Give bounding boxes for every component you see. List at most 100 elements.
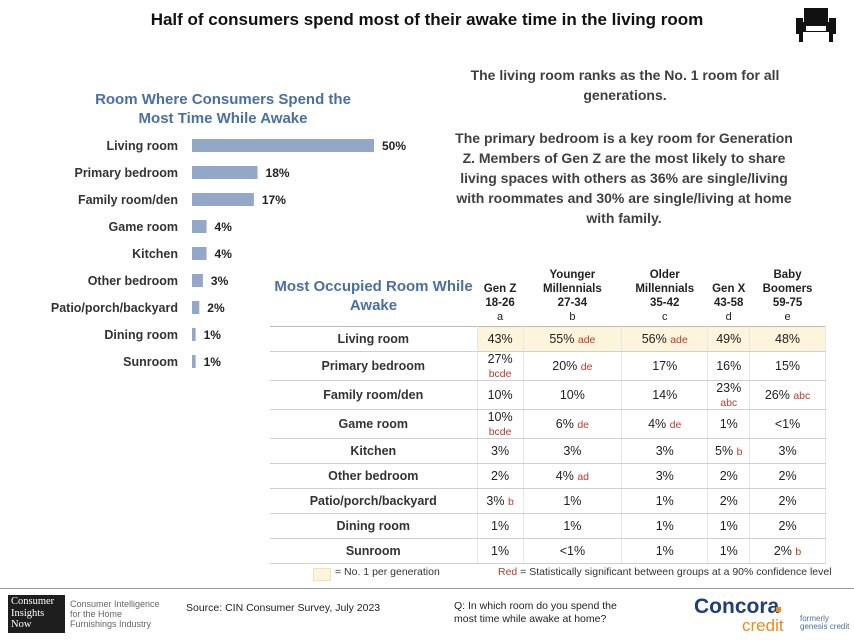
- table-cell: 1%: [621, 538, 709, 564]
- significance-letters: b: [507, 496, 514, 508]
- cell-value: 23%: [716, 381, 742, 395]
- cell-value: 1%: [719, 417, 738, 431]
- cell-value: 48%: [775, 332, 801, 346]
- row-label: Other bedroom: [270, 463, 478, 489]
- bar: [192, 355, 196, 368]
- table-cell: 3%: [621, 463, 709, 489]
- column-header-gen-x: Gen X 43-58 d: [708, 266, 750, 327]
- row-label: Dining room: [270, 513, 478, 539]
- cell-value: 1%: [491, 544, 510, 558]
- row-label: Kitchen: [270, 438, 478, 464]
- bar: [192, 220, 207, 233]
- column-letter: b: [569, 311, 576, 323]
- bar: [192, 139, 374, 152]
- cell-value: 27%: [487, 352, 513, 366]
- column-header-younger-millennials: Younger Millennials 27-34 b: [523, 266, 621, 327]
- row-label: Primary bedroom: [270, 351, 478, 381]
- row-label: Game room: [270, 409, 478, 439]
- table-cell: 2%: [707, 463, 751, 489]
- table-cell: 2%: [749, 463, 826, 489]
- significance-note-text: = Statistically significant between grou…: [517, 566, 832, 578]
- table-cell: 56% ade: [621, 326, 709, 352]
- cell-value: <1%: [559, 544, 586, 558]
- bar-value-label: 17%: [262, 193, 286, 207]
- insight-text-1: The living room ranks as the No. 1 room …: [470, 67, 780, 103]
- column-letter: d: [725, 311, 732, 323]
- column-name: Gen Z: [483, 283, 517, 295]
- formerly-note: formerly genesis credit: [800, 615, 849, 631]
- footer-divider: [0, 588, 854, 589]
- significance-note: Red = Statistically significant between …: [498, 566, 832, 578]
- bar-category-label: Kitchen: [132, 247, 178, 261]
- table-cell: 20% de: [523, 351, 623, 381]
- table-cell: 3% b: [477, 488, 524, 514]
- column-header-baby-boomers: Baby Boomers 59-75 e: [750, 266, 826, 327]
- cell-value: 1%: [563, 519, 582, 533]
- cell-value: 56%: [641, 332, 667, 346]
- cell-value: 1%: [491, 519, 510, 533]
- table-cell: 1%: [523, 488, 623, 514]
- table-cell: 10%: [523, 380, 623, 410]
- table-row: Other bedroom 2% 4% ad 3% 2% 2%: [270, 463, 826, 489]
- cin-logo: Consumer Insights Now: [8, 595, 65, 633]
- column-letter: a: [497, 311, 504, 323]
- cell-value: 2%: [778, 519, 797, 533]
- sofa-icon: [796, 8, 836, 42]
- formerly-line: formerly: [800, 614, 829, 623]
- cell-value: 10%: [487, 388, 513, 402]
- table-cell: 10%: [477, 380, 524, 410]
- insight-text-2: The primary bedroom is a key room for Ge…: [455, 130, 793, 226]
- cell-value: 14%: [652, 388, 678, 402]
- cell-value: 2%: [491, 469, 510, 483]
- generation-table: Most Occupied Room While Awake Gen Z 18-…: [270, 266, 826, 564]
- column-letter: e: [784, 311, 791, 323]
- logo-line: Now: [11, 619, 32, 630]
- table-cell: 16%: [707, 351, 751, 381]
- logo-line: Insights: [11, 607, 45, 619]
- table-cell: 48%: [749, 326, 826, 352]
- bar: [192, 166, 258, 179]
- bar-value-label: 3%: [211, 274, 229, 288]
- bar-value-label: 1%: [204, 328, 222, 342]
- significance-letters: de: [577, 419, 589, 431]
- question-line: most time while awake at home?: [454, 613, 607, 625]
- table-cell: 55% ade: [523, 326, 623, 352]
- cell-value: 1%: [719, 519, 738, 533]
- cell-value: 3%: [778, 444, 797, 458]
- cell-value: 49%: [716, 332, 742, 346]
- cell-value: 4%: [555, 469, 574, 483]
- row-label: Living room: [270, 326, 478, 352]
- table-cell: 4% de: [621, 409, 709, 439]
- table-cell: 15%: [749, 351, 826, 381]
- bar: [192, 193, 254, 206]
- table-cell: 27% bcde: [477, 351, 524, 381]
- table-cell: 23% abc: [707, 380, 751, 410]
- column-letter: c: [661, 311, 668, 323]
- column-ages: 35-42: [650, 297, 680, 309]
- cell-value: 2%: [778, 469, 797, 483]
- cell-value: 10%: [559, 388, 585, 402]
- table-cell: 1%: [621, 488, 709, 514]
- logo-line: Consumer: [11, 596, 55, 607]
- table-cell: 2%: [749, 513, 826, 539]
- significance-letters: ade: [577, 334, 596, 346]
- table-row: Living room 43% 55% ade 56% ade 49% 48%: [270, 326, 826, 352]
- table-cell: 2%: [707, 488, 751, 514]
- table-cell: 3%: [621, 438, 709, 464]
- table-cell: 1%: [707, 513, 751, 539]
- cell-value: 3%: [563, 444, 582, 458]
- table-cell: 6% de: [523, 409, 623, 439]
- bar: [192, 247, 207, 260]
- table-row: Patio/porch/backyard 3% b 1% 1% 2% 2%: [270, 488, 826, 514]
- table-cell: 43%: [477, 326, 524, 352]
- table-title: Most Occupied Room While Awake: [274, 278, 473, 314]
- bar-category-label: Dining room: [104, 328, 178, 342]
- table-cell: 26% abc: [749, 380, 826, 410]
- bar-category-label: Patio/porch/backyard: [51, 301, 178, 315]
- cell-value: 3%: [491, 444, 510, 458]
- significance-letters: de: [580, 361, 593, 373]
- table-cell: 2%: [477, 463, 524, 489]
- table-cell: 49%: [707, 326, 751, 352]
- table-cell: 3%: [477, 438, 524, 464]
- table-cell: 14%: [621, 380, 709, 410]
